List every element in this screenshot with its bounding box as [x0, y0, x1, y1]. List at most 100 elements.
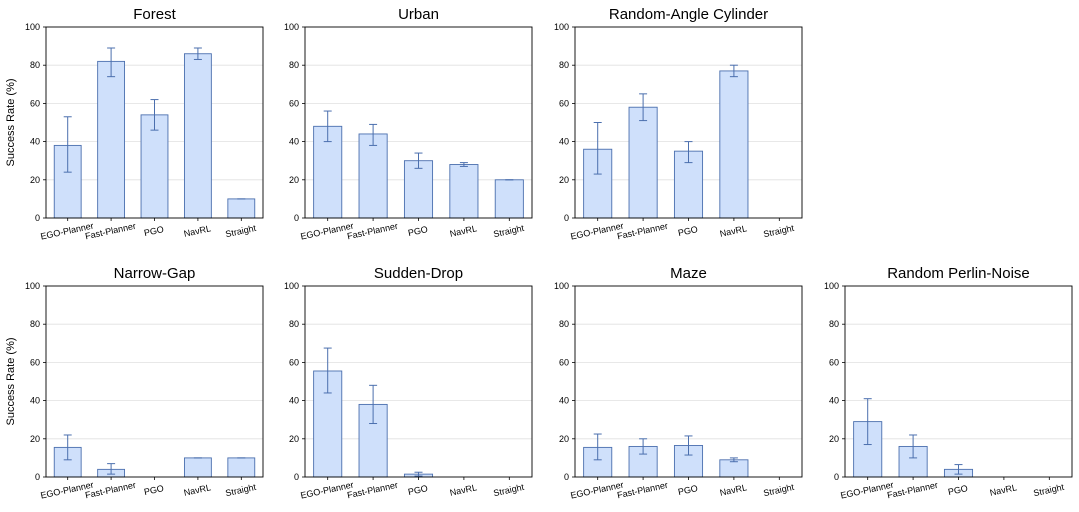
y-tick-label: 60	[289, 357, 299, 367]
chart-title: Random-Angle Cylinder	[609, 6, 768, 23]
bar	[403, 160, 434, 219]
y-tick-label: 20	[289, 175, 299, 185]
x-tick-label: PGO	[407, 224, 429, 238]
y-tick-label: 100	[284, 22, 299, 32]
y-tick-label: 100	[25, 22, 40, 32]
x-tick-label: NavRL	[449, 223, 478, 239]
x-tick-label: Straight	[224, 223, 257, 239]
y-tick-label: 60	[829, 357, 839, 367]
bar	[183, 53, 212, 219]
y-tick-label: 0	[35, 213, 40, 223]
bar	[183, 457, 212, 478]
bar	[494, 179, 524, 219]
y-tick-label: 20	[559, 175, 569, 185]
y-tick-label: 100	[25, 281, 40, 291]
x-tick-label: PGO	[677, 224, 699, 238]
plot-frame	[45, 285, 264, 478]
x-tick-label: Straight	[492, 223, 525, 239]
y-tick-label: 0	[294, 472, 299, 482]
y-tick-label: 40	[829, 396, 839, 406]
y-tick-label: 60	[289, 98, 299, 108]
bar	[97, 60, 126, 219]
chart-title: Random Perlin-Noise	[887, 265, 1030, 282]
y-tick-label: 20	[289, 434, 299, 444]
plot-frame	[574, 285, 803, 478]
bar	[719, 459, 749, 478]
plot-frame	[304, 285, 533, 478]
chart-title: Sudden-Drop	[374, 265, 463, 282]
x-tick-label: NavRL	[449, 482, 478, 498]
x-tick-label: Fast-Planner	[346, 221, 398, 241]
plot-frame	[574, 26, 803, 219]
y-tick-label: 80	[559, 319, 569, 329]
x-tick-label: PGO	[407, 483, 429, 497]
y-tick-label: 100	[824, 281, 839, 291]
bar	[227, 457, 256, 478]
x-tick-label: Fast-Planner	[346, 480, 398, 500]
y-tick-label: 60	[30, 357, 40, 367]
bar	[358, 133, 388, 219]
y-tick-label: 20	[559, 434, 569, 444]
chart-title: Forest	[133, 6, 176, 23]
plot-frame	[45, 26, 264, 219]
x-tick-label: Fast-Planner	[886, 480, 938, 500]
bar	[449, 164, 479, 219]
y-tick-label: 0	[294, 213, 299, 223]
y-tick-label: 40	[289, 396, 299, 406]
y-tick-label: 100	[554, 281, 569, 291]
bar	[140, 114, 169, 219]
y-tick-label: 20	[30, 434, 40, 444]
y-tick-label: 80	[289, 319, 299, 329]
y-axis-label: Success Rate (%)	[5, 337, 17, 425]
y-tick-label: 40	[289, 137, 299, 147]
y-tick-label: 20	[30, 175, 40, 185]
y-tick-label: 40	[30, 137, 40, 147]
x-tick-label: NavRL	[989, 482, 1018, 498]
x-tick-label: Straight	[492, 482, 525, 498]
y-tick-label: 0	[834, 472, 839, 482]
chart-title: Narrow-Gap	[114, 265, 196, 282]
y-tick-label: 100	[554, 22, 569, 32]
x-tick-label: NavRL	[719, 482, 748, 498]
chart-title: Urban	[398, 6, 439, 23]
y-tick-label: 80	[30, 319, 40, 329]
y-tick-label: 0	[564, 213, 569, 223]
x-tick-label: PGO	[143, 483, 165, 497]
x-tick-label: NavRL	[183, 223, 212, 239]
y-tick-label: 80	[30, 60, 40, 70]
plot-frame	[304, 26, 533, 219]
x-tick-label: Straight	[762, 223, 795, 239]
x-tick-label: PGO	[677, 483, 699, 497]
bar	[628, 106, 658, 219]
chart-title: Maze	[670, 265, 707, 282]
y-tick-label: 40	[559, 396, 569, 406]
y-tick-label: 80	[559, 60, 569, 70]
y-tick-label: 60	[559, 357, 569, 367]
x-tick-label: Fast-Planner	[616, 221, 668, 241]
y-tick-label: 40	[30, 396, 40, 406]
bar	[719, 70, 749, 219]
x-tick-label: Straight	[762, 482, 795, 498]
y-axis-label: Success Rate (%)	[5, 78, 17, 166]
x-tick-label: NavRL	[183, 482, 212, 498]
y-tick-label: 40	[559, 137, 569, 147]
y-tick-label: 100	[284, 281, 299, 291]
y-tick-label: 0	[35, 472, 40, 482]
y-tick-label: 80	[289, 60, 299, 70]
plot-frame	[844, 285, 1073, 478]
x-tick-label: Fast-Planner	[616, 480, 668, 500]
y-tick-label: 0	[564, 472, 569, 482]
x-tick-label: NavRL	[719, 223, 748, 239]
x-tick-label: Straight	[224, 482, 257, 498]
x-tick-label: PGO	[143, 224, 165, 238]
y-tick-label: 80	[829, 319, 839, 329]
y-tick-label: 20	[829, 434, 839, 444]
